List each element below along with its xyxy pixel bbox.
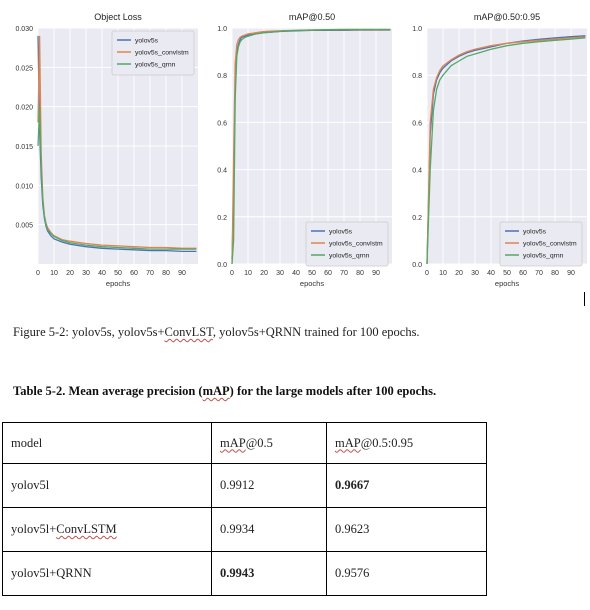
x-axis-label: epochs bbox=[495, 279, 519, 288]
y-tick-label: 1.0 bbox=[217, 26, 227, 33]
chart-2: 1.0 0.8 0.6 0.4 0.2 0.00 10 20 30 40 50 60 70 80 90 mAP… bbox=[217, 12, 392, 288]
x-tick-label: 30 bbox=[471, 270, 479, 277]
cell-map50: 0.9934 bbox=[211, 507, 327, 552]
legend-label: yolov5s_convlstm bbox=[135, 50, 189, 57]
cell-map50: 0.9912 bbox=[211, 463, 327, 508]
y-tick-label: 0.020 bbox=[15, 105, 33, 112]
x-tick-label: 90 bbox=[372, 270, 380, 277]
y-tick-label: 0.0 bbox=[412, 262, 422, 269]
x-tick-label: 10 bbox=[50, 270, 58, 277]
y-tick-label: 0.0 bbox=[217, 262, 227, 269]
legend-label: yolov5s_convlstm bbox=[523, 241, 577, 248]
cell-map5095: 0.9576 bbox=[326, 551, 487, 596]
legend-label: yolov5s bbox=[135, 38, 159, 45]
y-tick-label: 0.2 bbox=[217, 215, 227, 222]
y-tick-label: 0.030 bbox=[15, 26, 33, 33]
x-tick-label: 10 bbox=[439, 270, 447, 277]
header-model: model bbox=[2, 422, 212, 464]
cell-map5095: 0.9667 bbox=[326, 463, 487, 508]
x-tick-label: 10 bbox=[244, 270, 252, 277]
chart-1: 0.030 0.025 0.020 0.015 0.010 0.005 0 10 20 30 40 5… bbox=[15, 12, 198, 288]
table-title: Table 5-2. Mean average precision (mAP) … bbox=[13, 384, 437, 398]
x-tick-label: 40 bbox=[98, 270, 106, 277]
series-line-yolov5s_convlstm bbox=[426, 36, 586, 265]
series-line-yolov5s bbox=[426, 35, 586, 265]
x-axis-label: epochs bbox=[106, 279, 130, 288]
x-tick-label: 50 bbox=[503, 270, 511, 277]
x-tick-label: 20 bbox=[66, 270, 74, 277]
chart-title: Object Loss bbox=[94, 12, 142, 22]
results-table: model mAP@0.5 mAP@0.5:0.95 yolov5l 0.991… bbox=[2, 422, 487, 596]
y-tick-label: 0.4 bbox=[217, 168, 227, 175]
x-tick-label: 40 bbox=[292, 270, 300, 277]
table-row: yolov5l+QRNN 0.9943 0.9576 bbox=[2, 551, 487, 596]
legend-label: yolov5s bbox=[523, 229, 547, 236]
y-tick-label: 0.6 bbox=[217, 120, 227, 127]
y-tick-label: 1.0 bbox=[412, 26, 422, 33]
x-tick-label: 70 bbox=[535, 270, 543, 277]
x-tick-label: 50 bbox=[308, 270, 316, 277]
text-cursor bbox=[584, 292, 585, 306]
cell-model: yolov5l bbox=[2, 463, 212, 508]
y-tick-label: 0.8 bbox=[217, 73, 227, 80]
x-tick-label: 70 bbox=[146, 270, 154, 277]
y-tick-label: 0.8 bbox=[412, 73, 422, 80]
legend-box bbox=[499, 221, 583, 267]
x-tick-label: 80 bbox=[551, 270, 559, 277]
series-line-yolov5s_qrnn bbox=[231, 28, 391, 265]
legend-box bbox=[111, 30, 195, 76]
legend-label: yolov5s_qrnn bbox=[329, 253, 370, 260]
cell-map5095: 0.9623 bbox=[326, 507, 487, 552]
y-tick-label: 0.015 bbox=[15, 144, 33, 151]
x-tick-label: 0 bbox=[425, 270, 429, 277]
legend-box bbox=[305, 221, 389, 267]
y-tick-label: 0.4 bbox=[412, 168, 422, 175]
x-tick-label: 70 bbox=[340, 270, 348, 277]
x-tick-label: 30 bbox=[276, 270, 284, 277]
series-line-yolov5s_qrnn bbox=[426, 37, 586, 265]
x-tick-label: 60 bbox=[324, 270, 332, 277]
x-tick-label: 80 bbox=[162, 270, 170, 277]
y-tick-label: 0.2 bbox=[412, 215, 422, 222]
table-row: yolov5l 0.9912 0.9667 bbox=[2, 463, 487, 508]
x-axis-label: epochs bbox=[300, 279, 324, 288]
table-row: yolov5l+ConvLSTM 0.9934 0.9623 bbox=[2, 507, 487, 552]
x-tick-label: 90 bbox=[178, 270, 186, 277]
legend-label: yolov5s bbox=[329, 229, 353, 236]
x-tick-label: 30 bbox=[82, 270, 90, 277]
figure-caption: Figure 5-2: yolov5s, yolov5s+ConvLST, yo… bbox=[13, 325, 420, 339]
x-tick-label: 0 bbox=[230, 270, 234, 277]
legend-label: yolov5s_convlstm bbox=[329, 241, 383, 248]
x-tick-label: 60 bbox=[519, 270, 527, 277]
legend-label: yolov5s_qrnn bbox=[523, 253, 564, 260]
chart-title: mAP@0.50:0.95 bbox=[474, 12, 540, 22]
table-header-row: model mAP@0.5 mAP@0.5:0.95 bbox=[2, 422, 487, 464]
x-tick-label: 20 bbox=[455, 270, 463, 277]
cell-model: yolov5l+QRNN bbox=[2, 551, 212, 596]
x-tick-label: 50 bbox=[114, 270, 122, 277]
header-map5095: mAP@0.5:0.95 bbox=[326, 422, 487, 464]
legend-label: yolov5s_qrnn bbox=[135, 62, 176, 69]
x-tick-label: 0 bbox=[36, 270, 40, 277]
x-tick-label: 80 bbox=[356, 270, 364, 277]
cell-model: yolov5l+ConvLSTM bbox=[2, 507, 212, 552]
y-tick-label: 0.025 bbox=[15, 65, 33, 72]
y-tick-label: 0.6 bbox=[412, 120, 422, 127]
chart-title: mAP@0.50 bbox=[289, 12, 335, 22]
header-map50: mAP@0.5 bbox=[211, 422, 327, 464]
y-tick-label: 0.005 bbox=[15, 223, 33, 230]
cell-map50: 0.9943 bbox=[211, 551, 327, 596]
x-tick-label: 20 bbox=[260, 270, 268, 277]
series-line-yolov5s_qrnn bbox=[37, 106, 197, 250]
y-tick-label: 0.010 bbox=[15, 183, 33, 190]
x-tick-label: 40 bbox=[487, 270, 495, 277]
x-tick-label: 90 bbox=[567, 270, 575, 277]
chart-3: 1.0 0.8 0.6 0.4 0.2 0.00 10 20 30 40 50 60 70 80 90 mAP… bbox=[412, 12, 587, 288]
x-tick-label: 60 bbox=[130, 270, 138, 277]
